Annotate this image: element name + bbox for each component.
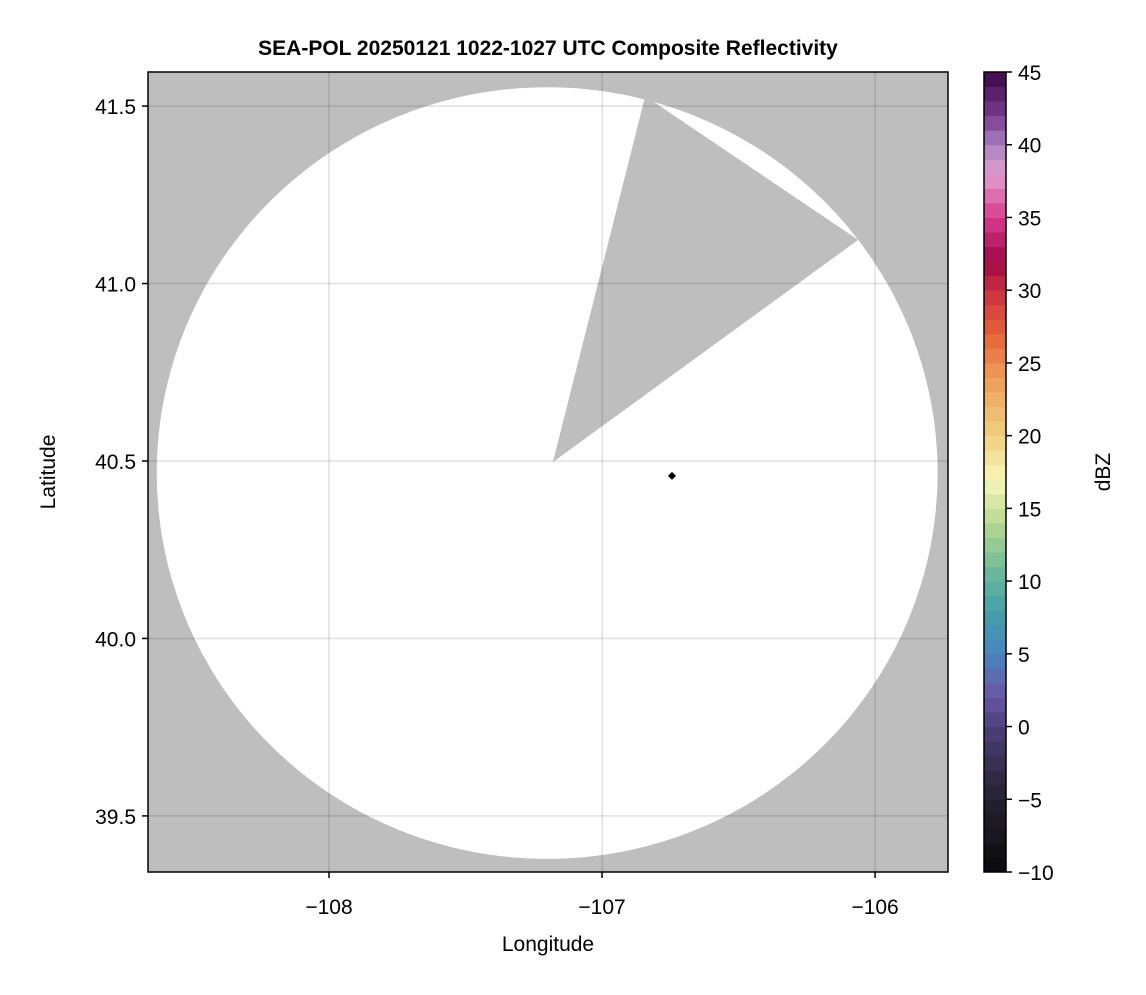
colorbar-bin	[984, 261, 1006, 277]
plot-frame	[147, 71, 949, 873]
colorbar-bin	[984, 86, 1006, 102]
blocked-sector	[552, 96, 859, 463]
colorbar-bin	[984, 552, 1006, 568]
colorbar-label: dBZ	[1092, 453, 1115, 492]
colorbar-tick-label: 20	[1018, 426, 1041, 449]
colorbar-tick-label: 25	[1018, 353, 1041, 376]
colorbar-bin	[984, 202, 1006, 218]
y-tick-label: 40.5	[95, 451, 136, 474]
colorbar-bin	[984, 566, 1006, 582]
colorbar-tick-label: 0	[1018, 717, 1030, 740]
colorbar-bin	[984, 275, 1006, 291]
colorbar-bin	[984, 668, 1006, 684]
colorbar-bin	[984, 712, 1006, 728]
colorbar-bin	[984, 639, 1006, 655]
colorbar-bin	[984, 290, 1006, 306]
y-tick-label: 41.0	[95, 274, 136, 297]
x-tick-label: −107	[578, 896, 625, 919]
colorbar-bin	[984, 450, 1006, 466]
colorbar-bin	[984, 159, 1006, 175]
x-axis: −108 −107 −106	[305, 872, 899, 919]
colorbar-bin	[984, 479, 1006, 495]
colorbar-tick-label: 15	[1018, 498, 1041, 521]
colorbar-bin	[984, 392, 1006, 408]
colorbar-bin	[984, 101, 1006, 117]
chart-title: SEA-POL 20250121 1022-1027 UTC Composite…	[258, 37, 838, 60]
radar-coverage-area	[156, 87, 938, 859]
colorbar-bin	[984, 624, 1006, 640]
colorbar-tick-label: 45	[1018, 62, 1041, 85]
colorbar-bin	[984, 770, 1006, 786]
colorbar-bin	[984, 377, 1006, 393]
colorbar-bin	[984, 784, 1006, 800]
colorbar-tick-label: 5	[1018, 644, 1030, 667]
colorbar: −10 −5 0 5 10 15 20 25 30 35 40 45	[983, 62, 1054, 885]
colorbar-bin	[984, 595, 1006, 611]
colorbar-bin	[984, 726, 1006, 742]
colorbar-bin	[984, 653, 1006, 669]
y-tick-label: 39.5	[95, 806, 136, 829]
colorbar-bin	[984, 813, 1006, 829]
colorbar-bin	[984, 421, 1006, 437]
y-tick-label: 40.0	[95, 628, 136, 651]
colorbar-bin	[984, 406, 1006, 422]
colorbar-frame	[983, 71, 1007, 873]
colorbar-bin	[984, 755, 1006, 771]
colorbar-tick-label: 35	[1018, 207, 1041, 230]
colorbar-bin	[984, 246, 1006, 262]
colorbar-bin	[984, 842, 1006, 858]
radar-marker	[667, 471, 676, 480]
colorbar-bin	[984, 144, 1006, 160]
colorbar-bin	[984, 464, 1006, 480]
colorbar-tick-label: −5	[1018, 789, 1042, 812]
x-axis-label: Longitude	[502, 933, 594, 956]
colorbar-bin	[984, 319, 1006, 335]
colorbar-bin	[984, 173, 1006, 189]
colorbar-bin	[984, 828, 1006, 844]
colorbar-bin	[984, 304, 1006, 320]
colorbar-bin	[984, 362, 1006, 378]
colorbar-bin	[984, 682, 1006, 698]
y-axis-label: Latitude	[37, 435, 60, 510]
y-axis: 39.5 40.0 40.5 41.0 41.5	[95, 96, 148, 829]
colorbar-bin	[984, 348, 1006, 364]
colorbar-bin	[984, 857, 1006, 873]
colorbar-bin	[984, 741, 1006, 757]
colorbar-tick-label: 40	[1018, 135, 1041, 158]
colorbar-bin	[984, 508, 1006, 524]
colorbar-tick-label: 30	[1018, 280, 1041, 303]
colorbar-tick-label: −10	[1018, 862, 1054, 885]
colorbar-bin	[984, 493, 1006, 509]
colorbar-bin	[984, 537, 1006, 553]
x-tick-label: −108	[305, 896, 352, 919]
colorbar-bin	[984, 217, 1006, 233]
x-tick-label: −106	[851, 896, 898, 919]
colorbar-bin	[984, 333, 1006, 349]
colorbar-bin	[984, 435, 1006, 451]
colorbar-bin	[984, 72, 1006, 88]
colorbar-tick-label: 10	[1018, 571, 1041, 594]
colorbar-bin	[984, 188, 1006, 204]
colorbar-bin	[984, 799, 1006, 815]
colorbar-bin	[984, 232, 1006, 248]
colorbar-bin	[984, 130, 1006, 146]
y-tick-label: 41.5	[95, 96, 136, 119]
colorbar-bin	[984, 522, 1006, 538]
plot-area	[147, 71, 949, 873]
colorbar-bin	[984, 697, 1006, 713]
colorbar-bin	[984, 581, 1006, 597]
colorbar-bin	[984, 115, 1006, 131]
colorbar-bin	[984, 610, 1006, 626]
